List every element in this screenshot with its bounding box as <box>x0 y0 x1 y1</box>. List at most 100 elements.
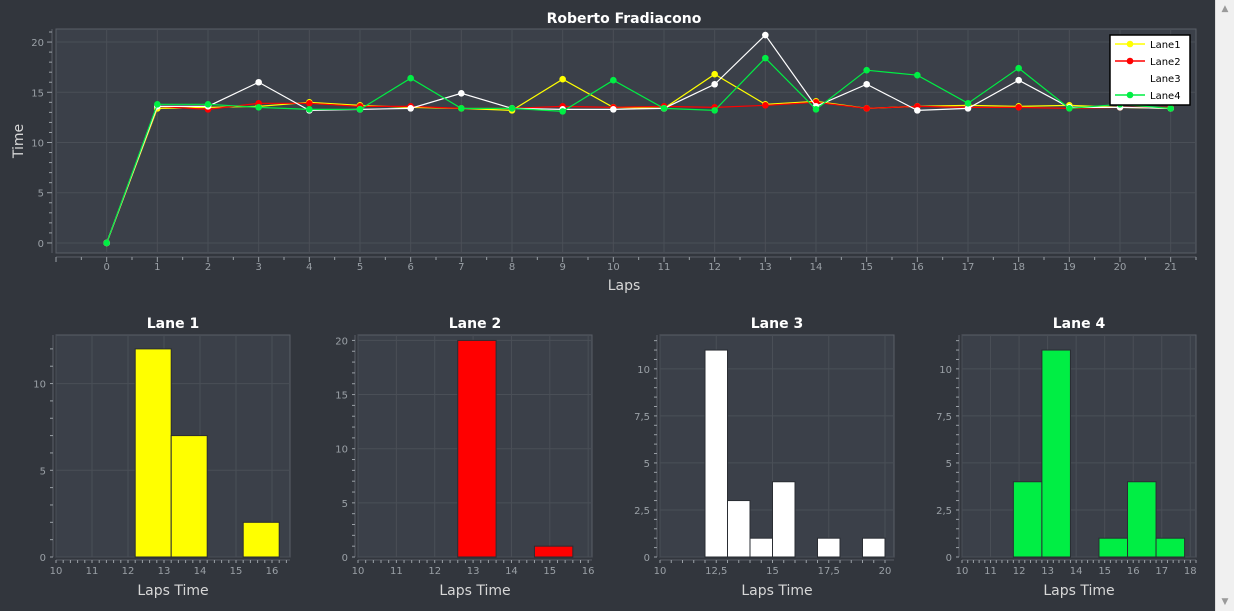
chart-title: Roberto Fradiacono <box>547 11 702 27</box>
axes: 10 11 12 13 14 15 16 17 18 0 2,5 5 7,5 10 <box>936 335 1197 577</box>
x-tick-label: 16 <box>1127 566 1140 577</box>
data-point-lane4 <box>306 106 313 113</box>
y-tick-label: 10 <box>335 445 348 456</box>
scroll-up-icon[interactable]: ▲ <box>1221 4 1229 14</box>
histogram-bar <box>1098 537 1129 558</box>
y-tick-label: 15 <box>31 88 44 99</box>
x-tick-label: 1 <box>154 262 160 273</box>
data-point-lane3 <box>964 105 972 112</box>
vertical-scrollbar[interactable]: ▲ ▼ <box>1215 0 1234 611</box>
legend-label: Lane3 <box>1150 74 1181 85</box>
x-tick-label: 10 <box>352 566 365 577</box>
x-tick-label: 15 <box>230 566 243 577</box>
data-point-lane4 <box>610 76 617 84</box>
axes: 10 11 12 13 14 15 16 0 5 10 <box>33 335 290 577</box>
x-tick-label: 15 <box>543 566 556 577</box>
x-tick-label: 7 <box>458 262 464 273</box>
plot-area <box>55 28 1197 254</box>
x-tick-label: 12 <box>428 566 441 577</box>
y-tick-label: 7,5 <box>634 412 650 423</box>
x-axis-title: Laps Time <box>741 583 812 599</box>
histogram-bar <box>862 537 886 558</box>
data-point-lane1 <box>711 70 718 78</box>
y-tick-label: 0 <box>946 553 952 564</box>
x-tick-label: 11 <box>390 566 403 577</box>
y-tick-label: 5 <box>644 459 650 470</box>
x-tick-label: 14 <box>505 566 518 577</box>
bars <box>704 349 886 558</box>
data-point-lane4 <box>1015 64 1022 72</box>
x-tick-label: 11 <box>984 566 997 577</box>
x-tick-label: 12 <box>1013 566 1026 577</box>
data-point-lane3 <box>407 105 414 112</box>
histogram-bar <box>727 500 751 558</box>
data-point-lane2 <box>863 105 870 112</box>
series-line-lane2 <box>106 101 1171 244</box>
legend-swatch-marker <box>1126 91 1134 99</box>
data-point-lane3 <box>863 80 870 88</box>
data-point-lane3 <box>610 106 617 113</box>
axes: 0 1 2 3 4 5 6 7 8 9 10 11 12 13 14 15 16 17 18 19 20 21051015… <box>31 29 1197 273</box>
x-tick-label: 17,5 <box>818 566 840 577</box>
y-tick-label: 20 <box>31 38 44 49</box>
histogram-bar <box>533 545 574 558</box>
data-point-lane4 <box>154 101 161 108</box>
y-tick-label: 7,5 <box>936 412 952 423</box>
histogram-bar <box>457 339 497 558</box>
y-tick-label: 5 <box>38 189 44 200</box>
x-tick-label: 18 <box>1184 566 1197 577</box>
data-point-lane3 <box>1015 76 1022 84</box>
x-tick-label: 2 <box>205 262 211 273</box>
x-tick-label: 15 <box>766 566 779 577</box>
axes: 10 11 12 13 14 15 16 0 5 10 15 20 <box>335 335 595 577</box>
data-point-lane4 <box>762 54 769 62</box>
y-tick-label: 10 <box>33 380 46 391</box>
y-tick-label: 2,5 <box>634 506 650 517</box>
data-point-lane4 <box>508 105 516 112</box>
x-tick-label: 17 <box>1155 566 1168 577</box>
plot-area <box>961 334 1197 558</box>
y-tick-label: 10 <box>31 139 44 150</box>
histogram-title: Lane 1 <box>147 316 199 332</box>
x-tick-label: 20 <box>1114 262 1127 273</box>
x-tick-label: 16 <box>911 262 924 273</box>
y-tick-label: 20 <box>335 336 348 347</box>
y-tick-label: 0 <box>38 239 44 250</box>
x-tick-label: 10 <box>654 566 667 577</box>
x-tick-label: 17 <box>962 262 975 273</box>
x-tick-label: 13 <box>1041 566 1054 577</box>
data-point-lane4 <box>407 74 414 82</box>
x-tick-label: 16 <box>266 566 279 577</box>
lap-times-line-chart: 0 1 2 3 4 5 6 7 8 9 10 11 12 13 14 15 16 17 18 19 20 21051015… <box>11 11 1197 294</box>
x-tick-label: 15 <box>860 262 873 273</box>
lane-1-histogram: 10 11 12 13 14 15 16 0 5 10 Lane 1 Laps Time <box>33 316 291 599</box>
data-point-lane4 <box>204 101 212 108</box>
legend-swatch-marker <box>1126 57 1134 65</box>
scroll-down-icon[interactable]: ▼ <box>1221 597 1229 607</box>
series-line-lane1 <box>106 73 1171 244</box>
x-axis-title: Laps Time <box>1043 583 1114 599</box>
bars <box>1012 349 1186 558</box>
data-point-lane4 <box>559 108 566 115</box>
y-tick-label: 0 <box>40 553 46 564</box>
data-point-lane4 <box>914 71 921 79</box>
data-point-lane4 <box>458 105 465 112</box>
lane-3-histogram: 10 12,5 15 17,5 20 0 2,5 5 7,5 10 Lane 3 Laps Time <box>634 316 895 599</box>
histogram-title: Lane 3 <box>751 316 803 332</box>
data-point-lane2 <box>306 100 313 107</box>
y-tick-label: 5 <box>40 466 46 477</box>
histogram-bar <box>170 435 208 558</box>
lane-4-histogram: 10 11 12 13 14 15 16 17 18 0 2,5 5 7,5 10 Lane 4 Laps T… <box>936 316 1197 599</box>
data-point-lane3 <box>762 31 769 39</box>
data-point-lane1 <box>559 75 566 83</box>
series-lane4 <box>103 54 1174 247</box>
data-point-lane3 <box>914 107 921 114</box>
x-tick-label: 6 <box>407 262 413 273</box>
data-point-lane4 <box>356 106 364 113</box>
histogram-bar <box>772 481 796 558</box>
series-line-lane4 <box>106 57 1171 244</box>
bars <box>134 348 280 558</box>
data-point-lane4 <box>103 239 110 247</box>
histogram-bar <box>1012 481 1043 558</box>
